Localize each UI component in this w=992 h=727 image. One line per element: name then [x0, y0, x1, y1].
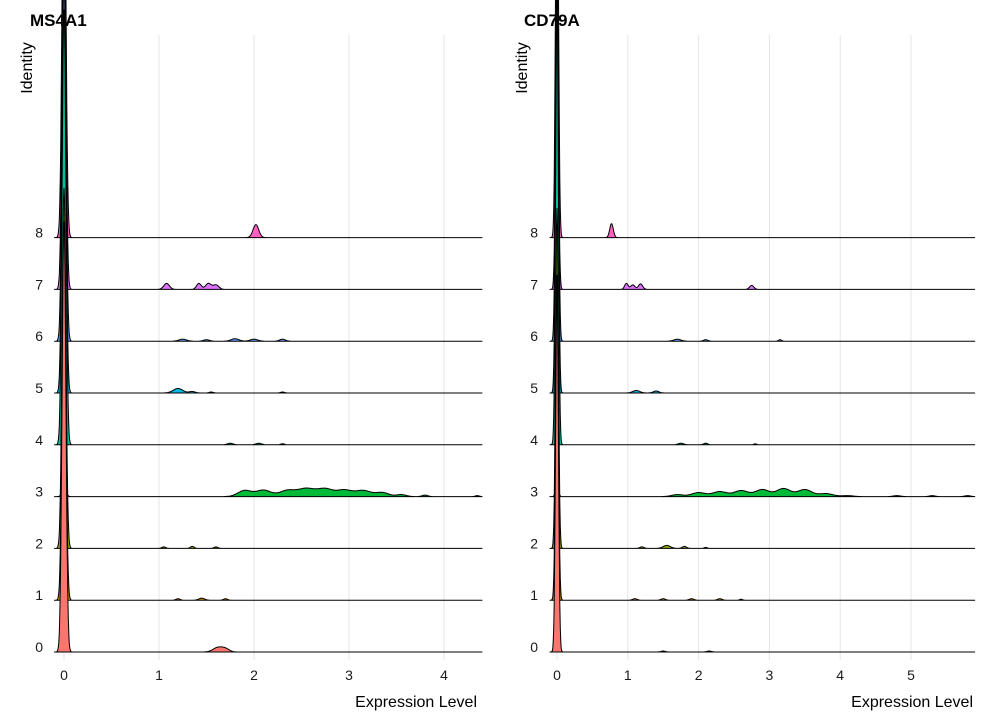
- gridlines: [556, 35, 912, 660]
- ridge-3: [549, 486, 976, 498]
- panel-title: CD79A: [524, 11, 580, 30]
- ridge-6: [549, 0, 976, 342]
- x-tick-label: 3: [345, 667, 353, 683]
- x-axis-label: Expression Level: [851, 694, 973, 711]
- y-tick-label: 4: [530, 432, 538, 448]
- ridge-0: [549, 291, 976, 653]
- ridge-4: [549, 9, 976, 446]
- y-axis-label: Identity: [514, 42, 531, 94]
- ridge-8: [549, 0, 976, 239]
- y-tick-label: 8: [35, 225, 43, 241]
- ridge-7: [54, 0, 483, 290]
- y-tick-label: 0: [530, 639, 538, 655]
- x-tick-label: 1: [155, 667, 163, 683]
- ridge-8: [54, 0, 483, 239]
- y-tick-label: 8: [530, 225, 538, 241]
- y-tick-label: 5: [35, 380, 43, 396]
- x-axis-label: Expression Level: [355, 694, 477, 711]
- ridge-4: [54, 9, 483, 446]
- y-tick-label: 6: [530, 328, 538, 344]
- y-tick-label: 5: [530, 380, 538, 396]
- y-axis-label: Identity: [19, 42, 36, 94]
- x-tick-label: 4: [440, 667, 448, 683]
- x-tick-label: 2: [250, 667, 258, 683]
- y-tick-label: 0: [35, 639, 43, 655]
- ridge-2: [54, 187, 483, 549]
- x-tick-label: 1: [624, 667, 632, 683]
- x-tick-label: 5: [907, 667, 915, 683]
- cd79a-panel: CD79A Identity Expression Level 0 1 2 3 4 5 8 7…: [514, 0, 976, 711]
- y-tick-label: 3: [530, 484, 538, 500]
- y-tick-label: 2: [35, 535, 43, 551]
- ridge-3: [54, 486, 483, 498]
- x-tick-label: 0: [553, 667, 561, 683]
- y-tick-label: 2: [530, 535, 538, 551]
- ridge-1: [549, 274, 976, 601]
- gridlines: [63, 35, 445, 660]
- ridge-2: [549, 207, 976, 549]
- ridge-1: [54, 259, 483, 601]
- y-tick-label: 6: [35, 328, 43, 344]
- ridge-5: [549, 0, 976, 394]
- ridge-5: [54, 12, 483, 394]
- ridge-7: [549, 13, 976, 290]
- x-tick-label: 3: [766, 667, 774, 683]
- x-tick-label: 0: [60, 667, 68, 683]
- x-tick-label: 4: [836, 667, 844, 683]
- ms4a1-panel: MS4A1 Identity Expression Level 0 1 2 3 4 8 7 6…: [19, 0, 483, 711]
- y-tick-label: 7: [35, 276, 43, 292]
- ridge-6: [54, 0, 483, 342]
- y-tick-label: 1: [35, 587, 43, 603]
- y-tick-label: 4: [35, 432, 43, 448]
- x-tick-label: 2: [695, 667, 703, 683]
- y-tick-label: 1: [530, 587, 538, 603]
- y-tick-label: 3: [35, 484, 43, 500]
- panel-title: MS4A1: [30, 11, 87, 30]
- y-tick-label: 7: [530, 276, 538, 292]
- ridge-0: [54, 221, 483, 653]
